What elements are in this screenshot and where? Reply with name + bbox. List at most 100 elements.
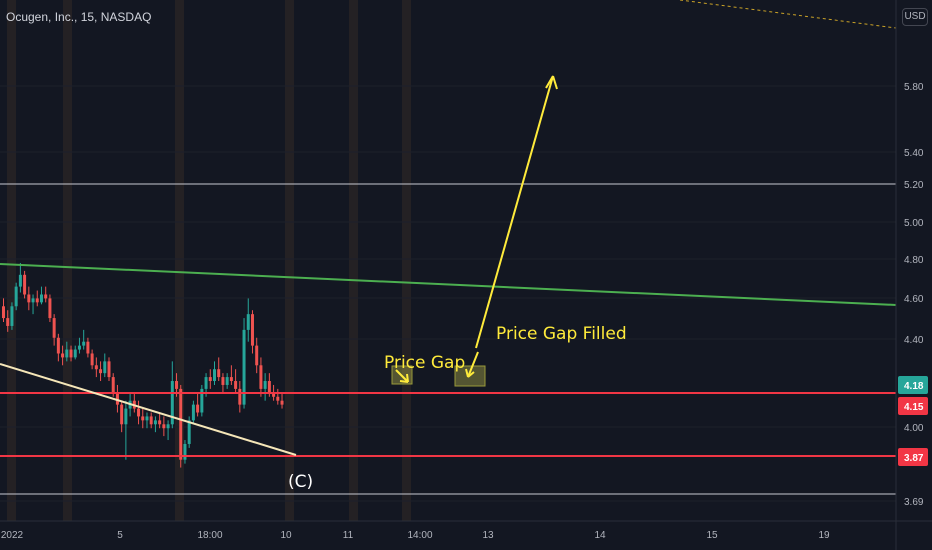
candle[interactable]	[27, 286, 31, 311]
candle[interactable]	[213, 361, 216, 385]
candle[interactable]	[229, 365, 233, 385]
candle[interactable]	[280, 392, 284, 409]
price-gap-filled-label[interactable]: Price Gap Filled	[496, 324, 627, 344]
session-shade	[349, 0, 358, 521]
candle[interactable]	[90, 349, 94, 370]
candle[interactable]	[77, 337, 81, 354]
candle[interactable]	[44, 286, 48, 303]
candle-body	[61, 353, 65, 358]
candle-body	[272, 392, 276, 397]
candle-body	[115, 392, 119, 405]
candle[interactable]	[276, 388, 280, 405]
candle[interactable]	[115, 384, 119, 413]
session-highlights	[7, 0, 411, 521]
candle[interactable]	[94, 357, 98, 378]
candle[interactable]	[234, 369, 238, 393]
candle[interactable]	[162, 416, 166, 437]
candle[interactable]	[56, 333, 60, 362]
candle[interactable]	[39, 286, 43, 305]
candle[interactable]	[2, 298, 5, 323]
wave-c-label[interactable]: (C)	[288, 472, 313, 492]
price-label-text: 4.18	[904, 381, 924, 392]
session-shade	[63, 0, 72, 521]
candle-body	[259, 365, 263, 389]
candle-body	[2, 306, 5, 319]
candle-body	[27, 294, 31, 303]
gap-filled-arrow[interactable]	[467, 351, 479, 378]
candle[interactable]	[18, 263, 22, 293]
candle[interactable]	[191, 400, 195, 425]
currency-button[interactable]: USD	[902, 8, 928, 26]
candle[interactable]	[183, 440, 187, 464]
candle-body	[120, 404, 124, 425]
green-trendline[interactable]	[0, 263, 897, 306]
price-tick-label: 3.69	[904, 497, 924, 508]
candle[interactable]	[61, 345, 65, 366]
candle-body	[280, 400, 284, 405]
candle-body	[213, 369, 216, 382]
candle[interactable]	[23, 270, 27, 299]
candle[interactable]	[255, 337, 259, 374]
candle[interactable]	[6, 310, 10, 332]
candle[interactable]	[31, 294, 35, 315]
candle[interactable]	[149, 412, 153, 429]
candle[interactable]	[153, 416, 157, 433]
gap-filled-arrowhead	[465, 368, 475, 378]
candlestick-series	[2, 263, 284, 468]
projection-arrow[interactable]	[475, 75, 554, 349]
candle[interactable]	[179, 384, 183, 468]
symbol-title[interactable]: Ocugen, Inc., 15, NASDAQ	[6, 10, 152, 24]
candle[interactable]	[259, 357, 263, 397]
candle[interactable]	[145, 412, 149, 429]
candle[interactable]	[120, 400, 124, 433]
candle[interactable]	[48, 294, 52, 323]
candle[interactable]	[65, 341, 69, 362]
candle[interactable]	[86, 337, 90, 358]
price-axis: 5.80 5.40 5.20 5.00 4.80 4.60 4.40 4.00 3.69	[904, 82, 924, 508]
candle[interactable]	[196, 392, 200, 417]
candle[interactable]	[124, 400, 128, 460]
projection-dashed-line[interactable]	[679, 0, 897, 29]
candle-body	[204, 377, 208, 389]
candle-body	[267, 381, 271, 393]
candle[interactable]	[263, 373, 267, 401]
candle-body	[217, 369, 221, 378]
candle[interactable]	[82, 329, 86, 350]
candle[interactable]	[35, 290, 39, 307]
candle[interactable]	[158, 412, 162, 429]
candle[interactable]	[141, 408, 145, 429]
candle[interactable]	[225, 373, 229, 389]
candle[interactable]	[246, 298, 250, 342]
candle[interactable]	[107, 357, 111, 382]
time-tick-label: 13	[482, 530, 494, 541]
candle-body	[6, 318, 10, 326]
candle[interactable]	[217, 357, 221, 382]
price-tick-label: 4.80	[904, 255, 924, 266]
price-gap-arrow[interactable]	[395, 369, 409, 383]
price-label-text: 3.87	[904, 453, 924, 464]
candle[interactable]	[166, 420, 170, 441]
candle[interactable]	[221, 373, 225, 393]
candle[interactable]	[238, 381, 242, 413]
candle[interactable]	[103, 353, 107, 378]
candle[interactable]	[69, 345, 73, 362]
candle-body	[191, 404, 195, 421]
candle[interactable]	[200, 384, 204, 417]
candle[interactable]	[99, 361, 103, 382]
candle[interactable]	[14, 282, 18, 311]
candle[interactable]	[250, 310, 254, 354]
candle-body	[141, 416, 145, 421]
candle[interactable]	[52, 314, 56, 346]
candle-body	[52, 318, 56, 338]
candle[interactable]	[73, 345, 77, 360]
candle[interactable]	[208, 369, 212, 389]
candle[interactable]	[137, 400, 141, 425]
time-tick-label: 14	[594, 530, 606, 541]
candle[interactable]	[242, 318, 246, 409]
candle[interactable]	[10, 302, 14, 330]
candle-body	[170, 381, 174, 425]
price-tick-label: 4.00	[904, 423, 924, 434]
descending-trendline[interactable]	[0, 363, 297, 456]
price-gap-label[interactable]: Price Gap	[384, 353, 465, 373]
